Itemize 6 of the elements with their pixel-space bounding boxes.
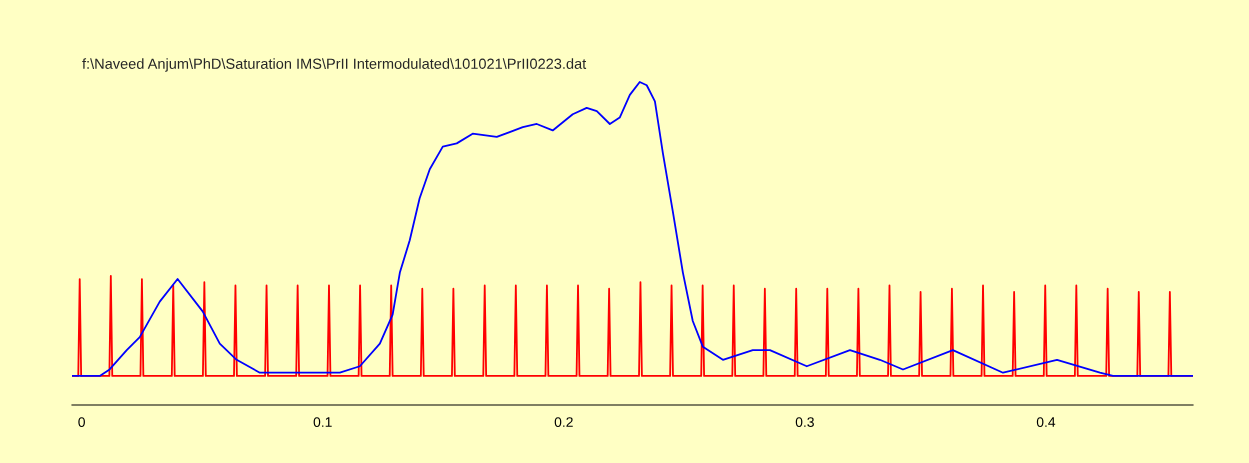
- x-tick-label: 0.4: [1036, 417, 1056, 428]
- x-tick-label: 0.1: [313, 417, 332, 428]
- x-tick-label: 0.3: [795, 417, 814, 428]
- x-tick-label: 0.2: [554, 417, 573, 428]
- x-tick-label: 0: [78, 417, 85, 428]
- chart-title: f:\Naveed Anjum\PhD\Saturation IMS\PrII Intermodulated\101021\PrII0223.dat: [82, 58, 587, 72]
